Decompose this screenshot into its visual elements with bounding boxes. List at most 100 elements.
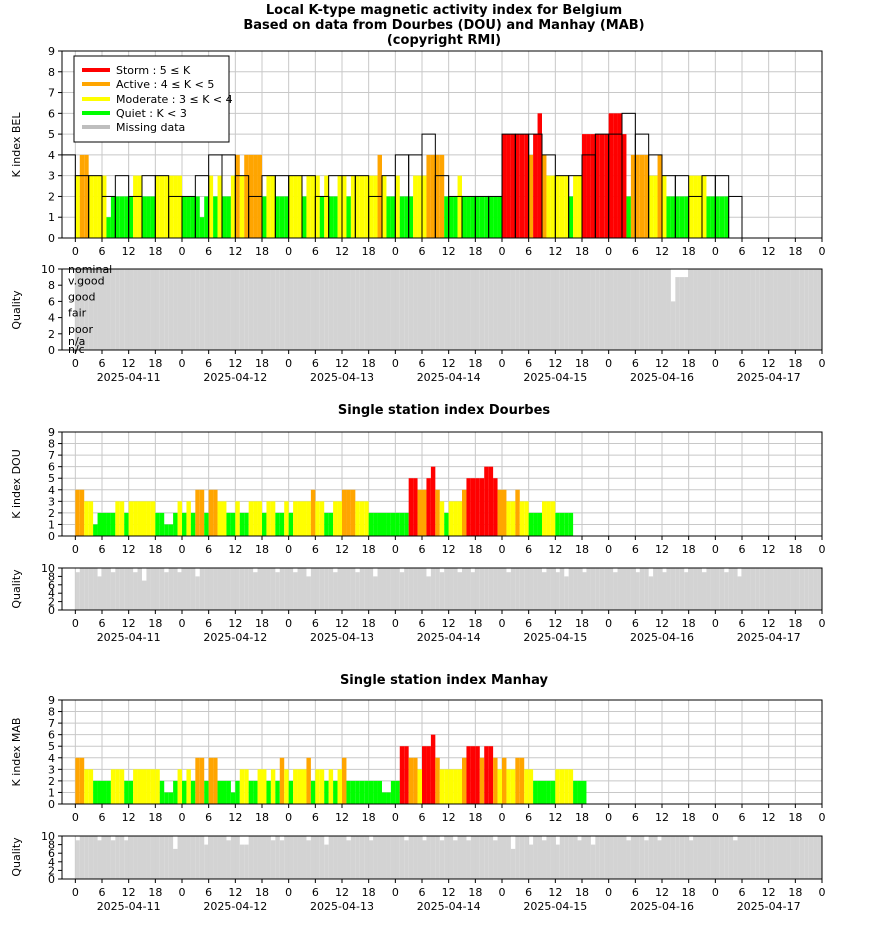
mab-ylabel: K index MAB: [10, 718, 23, 787]
bel-quality-bar: [439, 269, 445, 350]
x-tick-label: 12: [442, 886, 456, 899]
bel-k-bar: [110, 196, 116, 238]
mab-quality-bar: [724, 836, 729, 879]
dou-quality-bar: [808, 568, 814, 610]
bel-quality-bar: [777, 269, 782, 350]
x-tick-label: 0: [712, 617, 719, 630]
x-tick-label: 18: [148, 811, 162, 824]
bel-quality-bar: [257, 269, 262, 350]
bel-quality-bar: [195, 269, 200, 350]
dou-quality-bar: [653, 568, 658, 610]
bel-k-bar: [293, 175, 298, 238]
x-tick-label: 12: [442, 811, 456, 824]
bel-k-bar: [266, 175, 271, 238]
x-tick-label: 12: [122, 617, 136, 630]
dou-quality-bar: [666, 568, 671, 610]
dou-k-bar: [119, 501, 125, 536]
x-tick-label: 12: [228, 886, 242, 899]
dou-quality-bar: [617, 568, 622, 610]
mab-quality-bar: [284, 836, 289, 879]
x-tick-label: 0: [179, 543, 186, 556]
dou-quality-bar: [448, 568, 454, 610]
x-tick-label: 18: [575, 357, 589, 370]
mab-quality-bar: [155, 836, 160, 879]
legend-label-moderate: Moderate : 3 ≤ K < 4: [116, 93, 233, 106]
y-tick-label: 8: [48, 570, 55, 583]
dou-quality-bar: [217, 568, 222, 610]
dou-quality-bar: [804, 568, 809, 610]
bel-quality-bar: [333, 269, 338, 350]
dou-quality-bar: [773, 568, 778, 610]
dou-k-bar: [462, 489, 467, 536]
y-tick-label: 3: [48, 170, 55, 183]
bel-quality-bar: [786, 269, 791, 350]
mab-k-bar: [533, 780, 538, 804]
mab-quality-bar: [457, 836, 462, 879]
mab-quality-bar: [293, 836, 298, 879]
dou-quality-bar: [106, 568, 111, 610]
dou-quality-bar: [719, 568, 725, 610]
mab-quality-bar: [168, 836, 174, 879]
date-label: 2025-04-17: [737, 631, 801, 644]
mab-quality-bar: [288, 836, 294, 879]
x-tick-label: 6: [312, 245, 319, 258]
bel-k-bar: [137, 175, 142, 238]
mab-quality-bar: [462, 836, 467, 879]
mab-k-bar: [110, 769, 116, 804]
dou-k-bar: [213, 489, 218, 536]
x-tick-label: 18: [682, 543, 696, 556]
x-tick-label: 12: [655, 543, 669, 556]
dou-quality-bar: [537, 568, 542, 610]
dou-quality-bar: [639, 568, 645, 610]
bel-k-bar: [617, 113, 622, 238]
bel-k-bar: [142, 196, 147, 238]
mab-quality-bar: [448, 836, 454, 879]
mab-quality-bar: [599, 836, 605, 879]
mab-quality-bar: [377, 836, 382, 879]
bel-quality-bar: [413, 269, 418, 350]
x-tick-label: 0: [819, 357, 826, 370]
dou-k-bar: [302, 501, 307, 536]
bel-quality-bar: [106, 269, 111, 350]
y-tick-label: 10: [41, 830, 55, 843]
bel-quality-bar: [533, 269, 538, 350]
bel-quality-panel: 0 2 4 6 8 10 0 6 12 18 0 6 12 18 0 6 12 18 0 6 12 18 0 6 12 18 0 6 1…: [41, 263, 826, 384]
dou-quality-bar: [515, 568, 520, 610]
plot-frame: [61, 699, 823, 805]
bel-quality-bar: [404, 269, 409, 350]
x-tick-label: 0: [499, 617, 506, 630]
bel-quality-bar: [88, 269, 94, 350]
x-tick-label: 18: [148, 245, 162, 258]
mab-quality-bar: [84, 836, 89, 879]
bel-quality-bar: [346, 269, 351, 350]
mab-quality-bar: [764, 836, 769, 879]
x-tick-label: 0: [392, 245, 399, 258]
bel-quality-bar: [177, 269, 182, 350]
bel-k-bar: [395, 175, 400, 238]
dou-k-bar: [293, 501, 298, 536]
x-tick-label: 6: [312, 357, 319, 370]
mab-k-bar: [306, 757, 311, 804]
dou-k-bar: [284, 501, 289, 536]
mab-k-bar: [284, 769, 289, 804]
dou-quality-bar: [608, 568, 614, 610]
x-tick-label: 12: [122, 811, 136, 824]
mab-quality-bar: [395, 836, 400, 879]
main-title-line-3: (copyright RMI): [387, 33, 501, 48]
mab-quality-bar: [519, 836, 525, 879]
dou-quality-bar: [768, 568, 774, 610]
dou-quality-bar: [84, 568, 89, 610]
date-label: 2025-04-16: [630, 631, 694, 644]
bel-quality-bar: [568, 269, 574, 350]
mab-quality-bar: [737, 836, 742, 879]
dou-quality-bar: [644, 568, 649, 610]
bel-k-bar: [155, 175, 160, 238]
x-tick-label: 6: [99, 543, 106, 556]
bel-k-bar: [333, 196, 338, 238]
dou-quality-bar: [164, 572, 169, 610]
bel-quality-bar: [559, 269, 565, 350]
x-tick-label: 0: [72, 811, 79, 824]
x-tick-label: 6: [739, 886, 746, 899]
x-tick-label: 0: [179, 245, 186, 258]
dou-quality-bar: [195, 576, 200, 610]
